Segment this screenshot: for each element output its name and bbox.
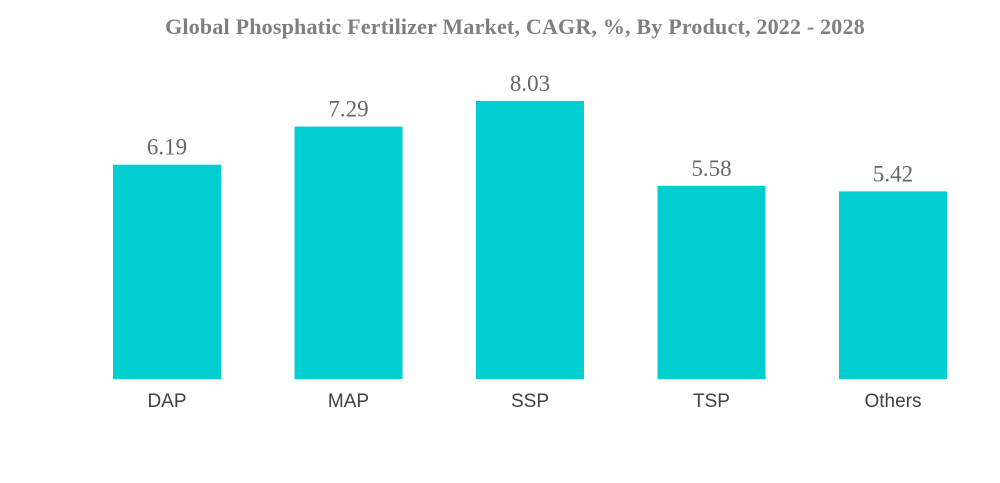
value-label-map: 7.29 bbox=[328, 97, 368, 122]
category-label-map: MAP bbox=[328, 391, 369, 412]
value-label-others: 5.42 bbox=[873, 161, 913, 186]
category-label-others: Others bbox=[864, 391, 921, 412]
chart-title: Global Phosphatic Fertilizer Market, CAG… bbox=[165, 14, 865, 39]
bar-others bbox=[839, 191, 947, 379]
bar-tsp bbox=[657, 185, 766, 379]
category-label-dap: DAP bbox=[147, 391, 186, 412]
value-label-tsp: 5.58 bbox=[691, 156, 731, 181]
bar-map bbox=[294, 126, 403, 379]
category-label-tsp: TSP bbox=[693, 391, 730, 412]
bar-ssp bbox=[476, 101, 584, 379]
category-label-ssp: SSP bbox=[511, 391, 549, 412]
value-label-ssp: 8.03 bbox=[510, 71, 550, 96]
value-label-dap: 6.19 bbox=[147, 135, 187, 160]
bar-dap bbox=[113, 164, 221, 379]
